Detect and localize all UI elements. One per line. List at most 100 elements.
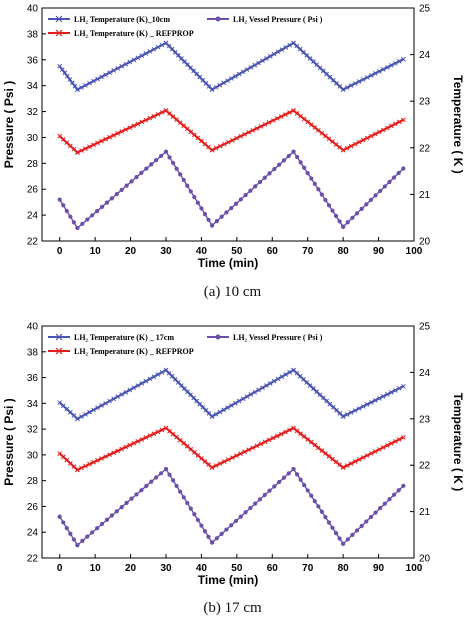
- series-point: [333, 459, 339, 465]
- x-tick-label: 10: [90, 246, 102, 257]
- series-point: [252, 389, 258, 395]
- series-point: [225, 78, 230, 84]
- series-point: [315, 127, 321, 133]
- series-point: [260, 385, 265, 391]
- series-point: [344, 145, 350, 151]
- series-point: [147, 49, 153, 54]
- series-point: [323, 451, 328, 456]
- series-point: [264, 56, 269, 61]
- series-point: [158, 153, 164, 159]
- series-point: [199, 206, 204, 211]
- series-point: [95, 457, 100, 463]
- y2-axis-label: Temperature ( K ): [451, 393, 465, 491]
- y2-tick-label: 25: [419, 322, 431, 333]
- series-point: [229, 206, 234, 211]
- series-point: [143, 435, 149, 440]
- series-point: [111, 132, 117, 138]
- series-point: [135, 383, 141, 388]
- series-point: [254, 443, 260, 449]
- series-point: [60, 454, 66, 460]
- series-point: [270, 118, 276, 123]
- series-point: [213, 145, 219, 151]
- series-point: [384, 443, 390, 448]
- legend-item: LH₂ Temperature (K)_10cm: [48, 15, 170, 24]
- series-point: [192, 194, 197, 200]
- series-point: [301, 434, 307, 439]
- y-tick-label: 28: [27, 159, 39, 170]
- series-point: [61, 520, 66, 525]
- legend-item: LH₂ Temperature (K) _ REFPROP: [48, 347, 194, 356]
- series-point: [233, 201, 239, 206]
- legend-marker: [215, 16, 221, 22]
- series-point: [111, 68, 117, 73]
- series-point: [167, 472, 172, 477]
- series-point: [151, 46, 157, 52]
- series-point: [286, 153, 291, 159]
- series-point: [384, 392, 390, 397]
- series-point: [64, 406, 70, 412]
- series-point: [287, 42, 293, 48]
- series-point: [143, 117, 149, 123]
- series-point: [67, 460, 73, 466]
- series-point: [159, 110, 165, 115]
- series-point: [139, 488, 144, 493]
- series-point: [119, 446, 125, 452]
- series-point: [340, 87, 346, 92]
- series-point: [364, 135, 370, 141]
- series-point: [234, 135, 239, 141]
- series-point: [388, 123, 394, 129]
- series-point: [266, 437, 272, 443]
- x-tick-label: 20: [125, 246, 137, 257]
- series-point: [337, 462, 342, 468]
- series-point: [170, 160, 176, 166]
- x-axis-label: Time (min): [198, 573, 258, 587]
- legend: LH₂ Temperature (K) _ 17cm LH₂ Vessel Pre…: [48, 333, 323, 356]
- series-point: [348, 461, 354, 466]
- series-point: [354, 528, 360, 533]
- y-tick-label: 36: [27, 55, 39, 66]
- series-point: [236, 398, 242, 404]
- series-point: [221, 80, 227, 86]
- series-point: [238, 451, 243, 457]
- series-point: [345, 220, 350, 225]
- series-point: [248, 65, 254, 70]
- series-point: [68, 531, 73, 536]
- legend-item: LH₂ Vessel Pressure ( Psi ): [207, 333, 323, 342]
- series-point: [99, 138, 104, 144]
- series-point: [387, 497, 392, 502]
- series-point: [382, 501, 387, 506]
- series-point: [64, 73, 70, 79]
- series-point: [229, 403, 234, 408]
- legend-item: LH₂ Temperature (K) _ REFPROP: [48, 29, 194, 38]
- series-point: [252, 62, 258, 68]
- series-point: [75, 467, 80, 473]
- series-point: [348, 143, 354, 149]
- series-point: [392, 492, 397, 497]
- series-point: [232, 73, 238, 79]
- series-point: [75, 150, 80, 155]
- series-point: [214, 536, 219, 541]
- series-point: [104, 517, 110, 522]
- y2-tick-label: 22: [419, 461, 431, 472]
- series-point: [341, 224, 346, 229]
- series-point: [352, 408, 358, 413]
- series-point: [83, 82, 88, 88]
- x-tick-label: 40: [196, 563, 208, 574]
- series-point: [71, 220, 76, 225]
- series-point: [354, 211, 360, 216]
- series-point: [360, 404, 366, 409]
- y-tick-label: 30: [27, 133, 39, 144]
- series-point: [277, 479, 282, 485]
- series-point: [384, 125, 390, 131]
- series-point: [149, 479, 154, 484]
- series-point: [107, 398, 112, 404]
- series-point: [382, 184, 387, 189]
- series-point: [87, 461, 92, 467]
- series-point: [213, 463, 219, 468]
- series-point: [254, 125, 260, 131]
- series-point: [127, 59, 133, 65]
- series-point: [91, 407, 96, 413]
- series-point: [291, 425, 296, 431]
- series-point: [144, 166, 149, 171]
- series-point: [147, 115, 153, 121]
